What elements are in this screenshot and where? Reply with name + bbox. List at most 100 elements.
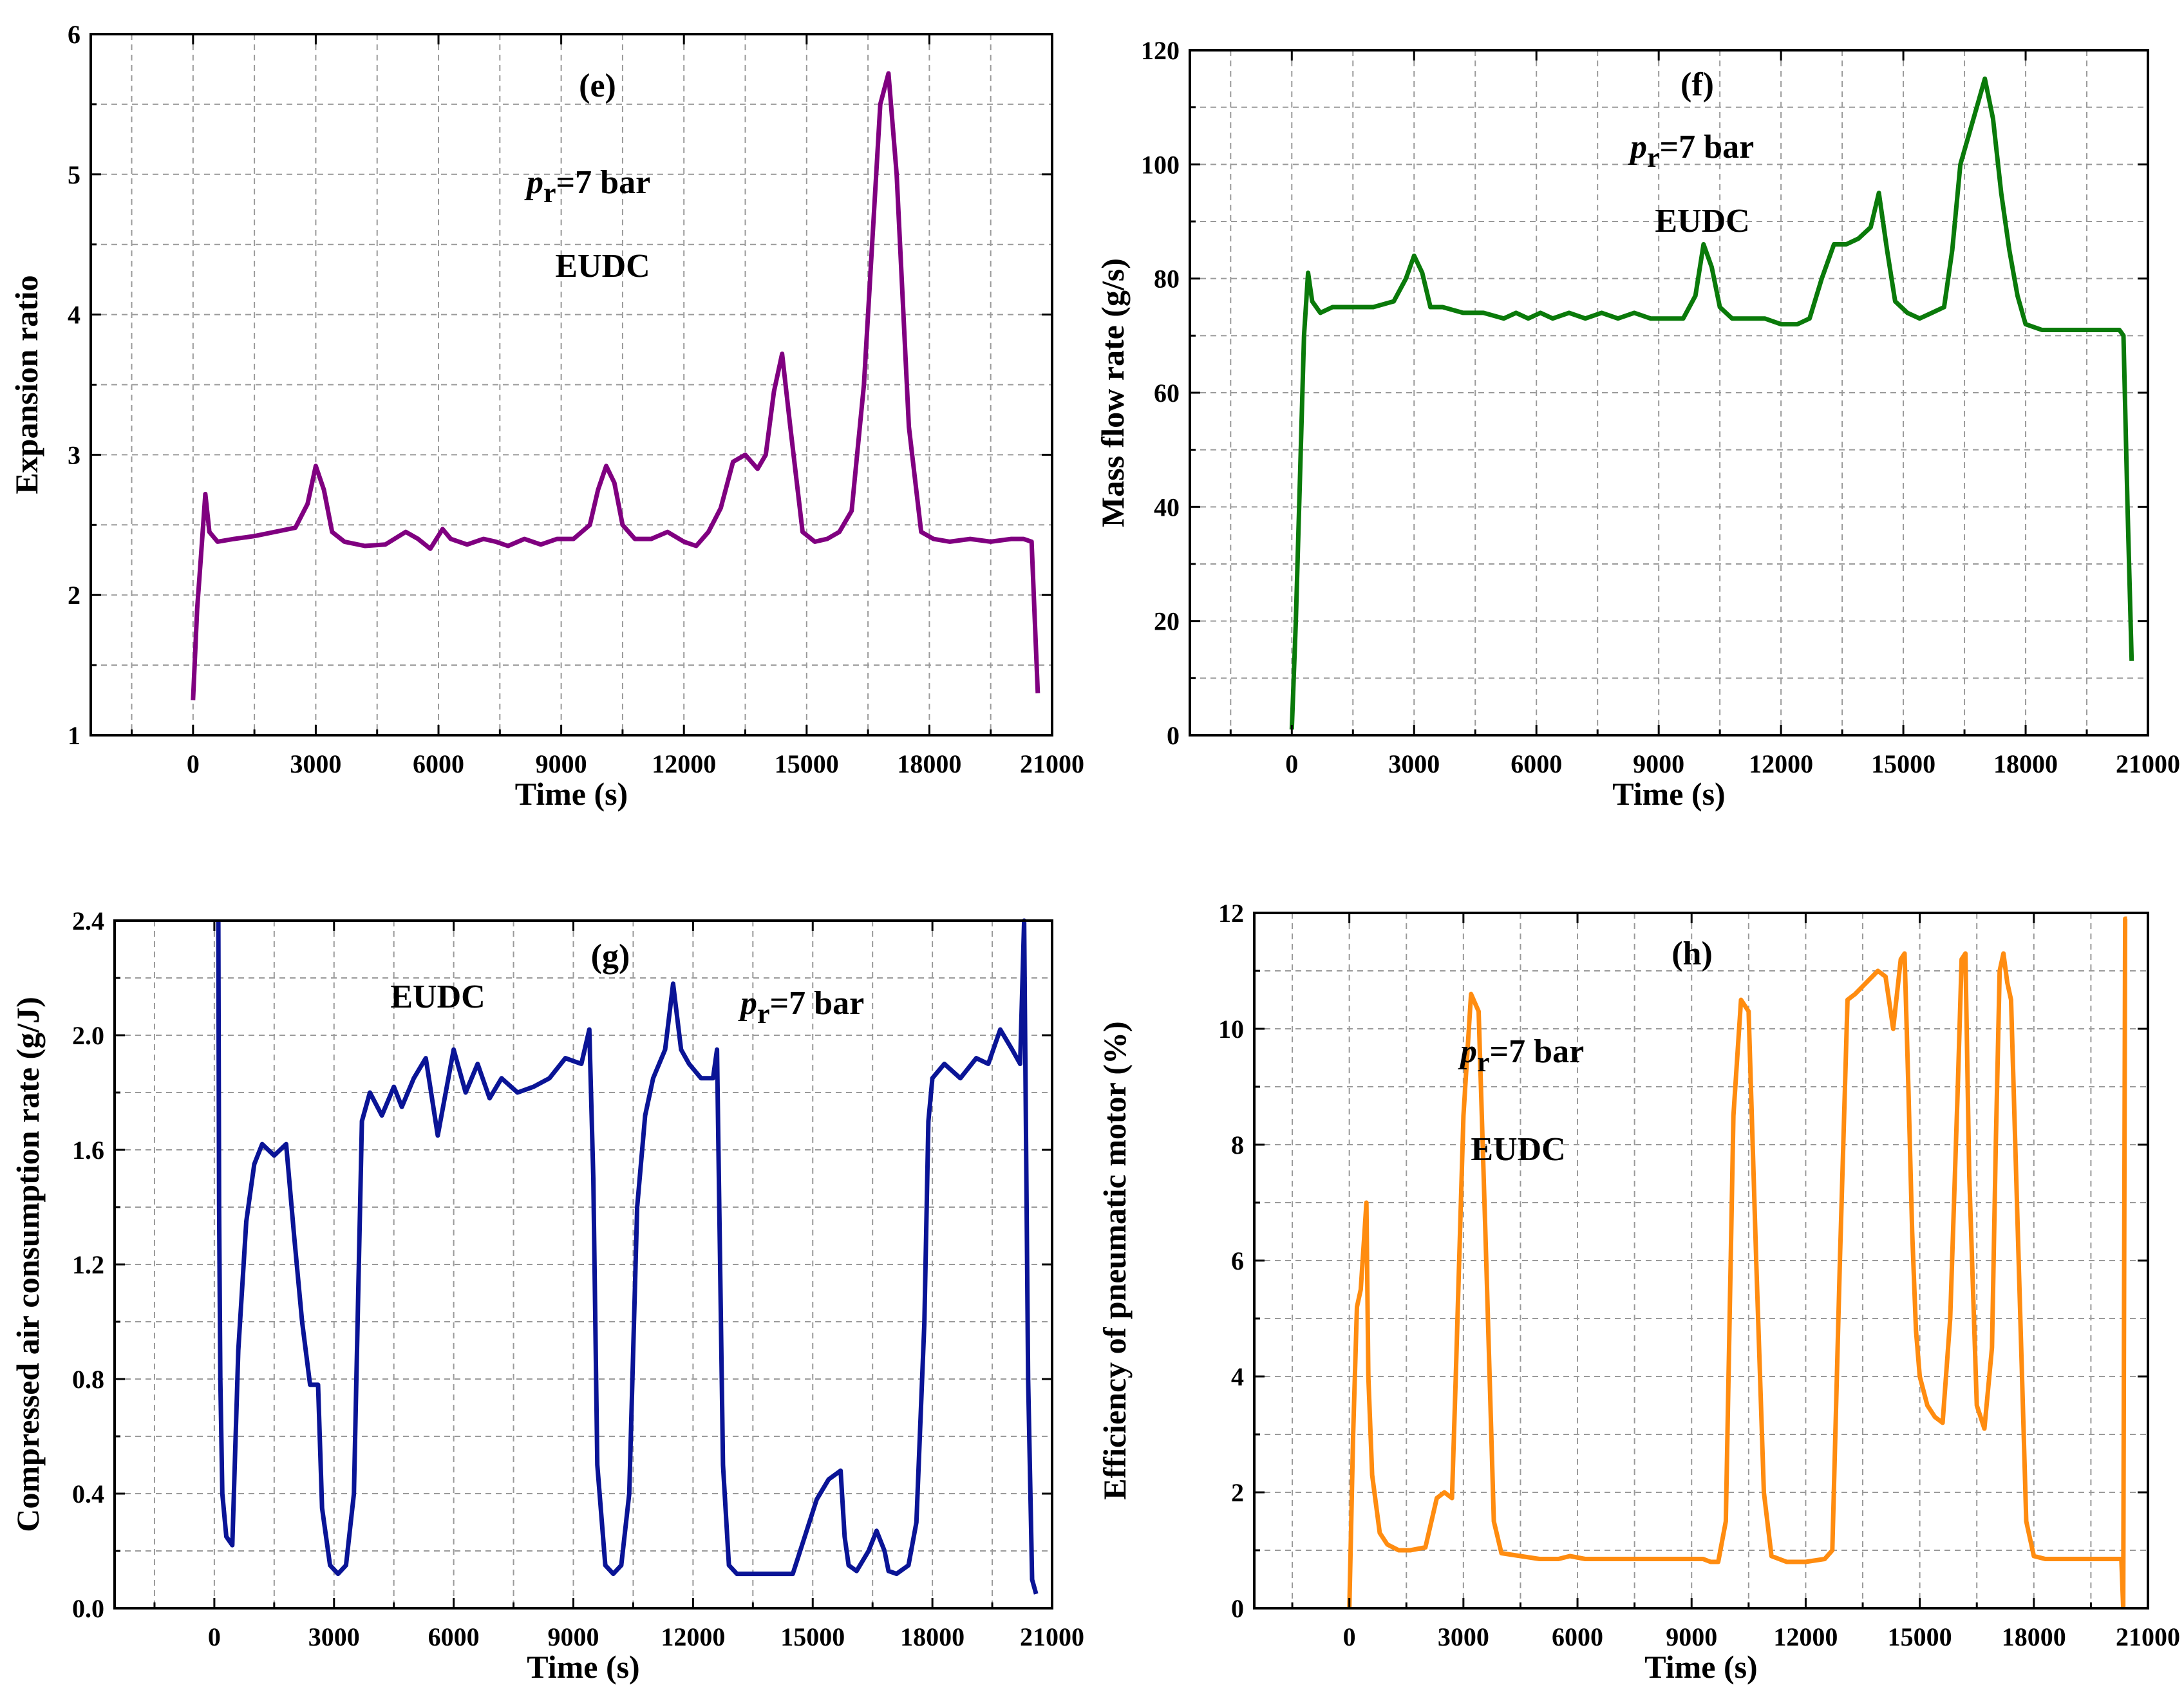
panel-g: 0 3000 6000 9000 12000 15000 18000 21000 0.0 0.4 0… — [10, 906, 1084, 1685]
x-tick-label: 12000 — [1773, 1622, 1838, 1651]
y-tick-label: 100 — [1141, 150, 1180, 179]
x-tick-label: 12000 — [1749, 749, 1813, 778]
x-tick-label: 3000 — [1388, 749, 1440, 778]
y-axis-title: Mass flow rate (g/s) — [1095, 258, 1131, 527]
panel-f: 0 3000 6000 9000 12000 15000 18000 21000 0 20 40 60… — [1095, 36, 2180, 812]
cycle-annotation: EUDC — [1471, 1131, 1565, 1168]
x-tick-label: 15000 — [1871, 749, 1935, 778]
x-tick-label: 3000 — [290, 749, 341, 778]
cycle-annotation: EUDC — [390, 979, 485, 1015]
pressure-value: =7 bar — [770, 985, 865, 1022]
pressure-annotation: pr=7 bar — [524, 164, 650, 209]
y-tick-label: 0 — [1231, 1594, 1244, 1623]
x-tick-label: 6000 — [1511, 749, 1562, 778]
panel-label: (h) — [1671, 935, 1713, 972]
x-axis-title: Time (s) — [515, 776, 628, 812]
y-tick-label: 40 — [1154, 493, 1180, 521]
panel-h: 0 3000 6000 9000 12000 15000 18000 21000 0 2 4 6 8 10… — [1097, 899, 2180, 1685]
y-tick-label: 2.0 — [72, 1021, 104, 1050]
x-tick-label: 21000 — [2116, 749, 2180, 778]
series-line-h — [1347, 916, 2128, 1608]
pressure-symbol: p — [1458, 1033, 1477, 1070]
y-tick-label: 1.6 — [72, 1136, 104, 1165]
pressure-subscript: r — [543, 177, 556, 209]
x-tick-label: 9000 — [536, 749, 587, 778]
x-tick-label: 0 — [208, 1622, 221, 1651]
cycle-annotation: EUDC — [1655, 203, 1749, 239]
x-tick-label: 15000 — [775, 749, 839, 778]
x-tick-label: 9000 — [548, 1622, 599, 1651]
cycle-annotation: EUDC — [555, 248, 650, 285]
y-tick-label: 4 — [68, 301, 80, 330]
y-tick-label: 20 — [1154, 607, 1180, 636]
y-tick-label: 5 — [68, 160, 80, 189]
x-tick-label: 0 — [187, 749, 200, 778]
pressure-value: =7 bar — [556, 164, 651, 201]
x-tick-label: 21000 — [2116, 1622, 2180, 1651]
panel-label: (g) — [591, 938, 630, 975]
panel-label: (f) — [1680, 66, 1714, 103]
y-tick-label: 0.4 — [72, 1479, 104, 1508]
y-tick-label: 10 — [1218, 1015, 1244, 1044]
pressure-value: =7 bar — [1490, 1033, 1585, 1070]
y-axis-title: Compressed air consumption rate (g/J) — [10, 997, 46, 1532]
pressure-subscript: r — [1477, 1046, 1490, 1078]
y-tick-label: 3 — [68, 440, 80, 469]
y-tick-label: 1 — [68, 721, 80, 750]
y-tick-label: 0 — [1167, 721, 1180, 750]
x-tick-label: 18000 — [897, 749, 961, 778]
panel-label: (e) — [579, 68, 616, 104]
series-line-e — [191, 71, 1040, 700]
y-axis-title: Efficiency of pneumatic motor (%) — [1097, 1021, 1133, 1499]
y-tick-label: 4 — [1231, 1362, 1244, 1391]
pressure-symbol: p — [524, 164, 543, 201]
grid — [115, 921, 1052, 1608]
y-tick-label: 120 — [1141, 36, 1180, 65]
x-tick-label: 12000 — [652, 749, 716, 778]
y-tick-label: 60 — [1154, 379, 1180, 408]
panel-e: 0 3000 6000 9000 12000 15000 18000 21000 1 2 3 4 5 6 T… — [8, 20, 1084, 812]
pressure-symbol: p — [738, 985, 757, 1022]
y-tick-label: 6 — [1231, 1246, 1244, 1275]
x-tick-label: 9000 — [1666, 1622, 1717, 1651]
y-tick-label: 8 — [1231, 1131, 1244, 1159]
grid — [1190, 50, 2148, 735]
x-tick-label: 18000 — [2002, 1622, 2066, 1651]
y-tick-label: 0.0 — [72, 1594, 104, 1623]
x-tick-label: 6000 — [1552, 1622, 1603, 1651]
y-tick-label: 6 — [68, 20, 80, 49]
pressure-symbol: p — [1628, 129, 1647, 165]
x-tick-label: 6000 — [428, 1622, 480, 1651]
pressure-value: =7 bar — [1660, 129, 1755, 165]
x-tick-label: 12000 — [661, 1622, 725, 1651]
pressure-annotation: pr=7 bar — [738, 985, 864, 1029]
x-axis-title: Time (s) — [527, 1649, 639, 1685]
y-tick-label: 2.4 — [72, 906, 104, 935]
x-tick-label: 3000 — [1438, 1622, 1489, 1651]
x-tick-label: 21000 — [1020, 1622, 1084, 1651]
x-tick-label: 15000 — [780, 1622, 845, 1651]
y-tick-label: 1.2 — [72, 1250, 104, 1279]
x-tick-label: 18000 — [900, 1622, 965, 1651]
y-tick-label: 2 — [1231, 1478, 1244, 1507]
x-axis-title: Time (s) — [1644, 1649, 1757, 1685]
x-tick-label: 0 — [1343, 1622, 1356, 1651]
grid — [91, 34, 1052, 735]
x-tick-label: 18000 — [1993, 749, 2058, 778]
y-tick-label: 2 — [68, 581, 80, 610]
y-tick-label: 80 — [1154, 265, 1180, 294]
x-tick-label: 6000 — [413, 749, 464, 778]
x-axis-title: Time (s) — [1612, 776, 1725, 812]
grid — [1254, 913, 2148, 1608]
x-tick-label: 21000 — [1020, 749, 1084, 778]
x-tick-label: 15000 — [1888, 1622, 1952, 1651]
series-line-f — [1289, 76, 2134, 730]
y-tick-label: 0.8 — [72, 1365, 104, 1394]
pressure-annotation: pr=7 bar — [1628, 129, 1754, 173]
series-line-g — [216, 918, 1039, 1595]
y-axis-title: Expansion ratio — [8, 275, 44, 494]
x-tick-label: 0 — [1285, 749, 1298, 778]
pressure-subscript: r — [757, 998, 770, 1029]
y-tick-label: 12 — [1218, 899, 1244, 928]
